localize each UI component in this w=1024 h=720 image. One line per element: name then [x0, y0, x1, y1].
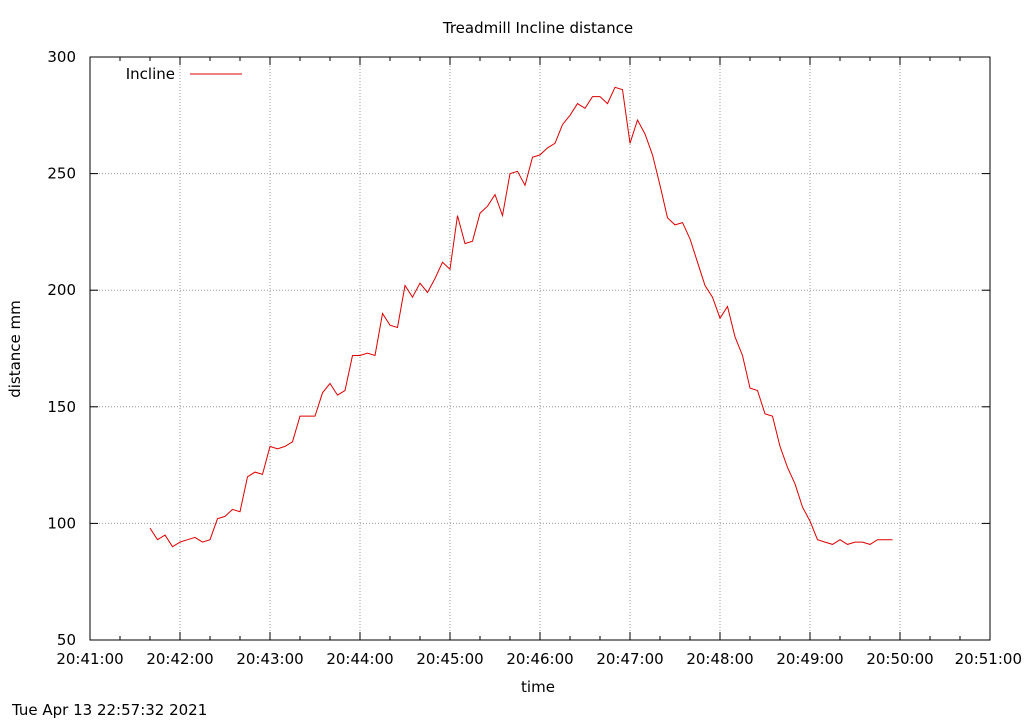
- x-tick-label: 20:51:00: [955, 650, 1022, 668]
- y-tick-label: 250: [47, 165, 76, 183]
- x-tick-label: 20:49:00: [776, 650, 843, 668]
- y-tick-label: 150: [47, 398, 76, 416]
- x-tick-label: 20:45:00: [416, 650, 483, 668]
- grid-lines: [90, 57, 990, 640]
- plot-frame: [89, 56, 991, 641]
- y-tick-label: 100: [47, 514, 76, 532]
- x-tick-label: 20:43:00: [236, 650, 303, 668]
- legend: Incline: [126, 65, 242, 83]
- y-axis-tick-labels: 50 100 150 200 250 300: [47, 48, 76, 649]
- footer-timestamp: Tue Apr 13 22:57:32 2021: [11, 701, 207, 719]
- y-tick-label: 50: [57, 631, 76, 649]
- legend-label-incline: Incline: [126, 65, 175, 83]
- chart-title: Treadmill Incline distance: [442, 19, 633, 37]
- x-axis-tick-labels: 20:41:00 20:42:00 20:43:00 20:44:00 20:45:00…: [56, 650, 1022, 668]
- x-axis-label: time: [521, 678, 555, 696]
- x-tick-label: 20:47:00: [596, 650, 663, 668]
- y-tick-label: 300: [47, 48, 76, 66]
- y-tick-label: 200: [47, 281, 76, 299]
- series-layer: [149, 86, 893, 548]
- x-tick-label: 20:42:00: [146, 650, 213, 668]
- series-line-incline: [149, 86, 893, 548]
- x-tick-label: 20:41:00: [56, 650, 123, 668]
- x-tick-label: 20:46:00: [506, 650, 573, 668]
- x-tick-label: 20:50:00: [866, 650, 933, 668]
- x-tick-label: 20:44:00: [326, 650, 393, 668]
- axis-ticks: [89, 56, 991, 641]
- y-axis-label: distance mm: [6, 300, 24, 398]
- x-tick-label: 20:48:00: [686, 650, 753, 668]
